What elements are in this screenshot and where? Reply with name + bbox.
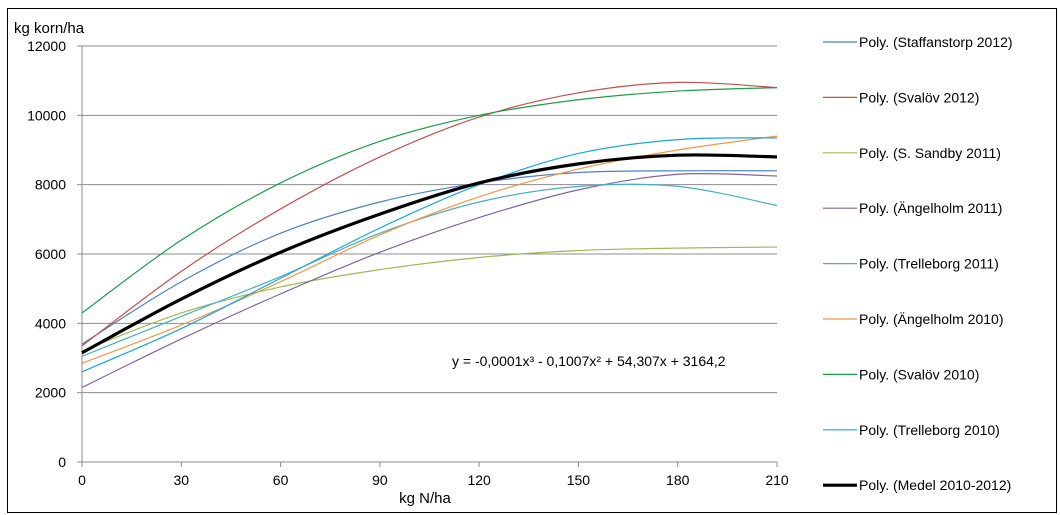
x-axis-label: kg N/ha (399, 490, 451, 507)
y-tick-label: 8000 (35, 177, 66, 193)
y-tick-label: 10000 (27, 107, 66, 123)
legend-label: Poly. (Trelleborg 2010) (859, 422, 1000, 438)
gridlines (82, 45, 777, 394)
legend-item: Poly. (Trelleborg 2010) (823, 422, 1000, 438)
legend-label: Poly. (S. Sandby 2011) (859, 145, 1001, 161)
x-tick-label: 30 (173, 472, 189, 488)
legend-item: Poly. (Medel 2010-2012) (823, 477, 1011, 493)
legend-item: Poly. (Svalöv 2010) (823, 366, 979, 382)
legend-label: Poly. (Staffanstorp 2012) (859, 34, 1013, 50)
legend-item: Poly. (Staffanstorp 2012) (823, 34, 1013, 50)
axes: 0 2000 4000 6000 8000 10000 12000 0 30 60 90 120 150… (27, 38, 789, 488)
series-line (81, 183, 778, 357)
series-line (81, 87, 778, 314)
trendline-equation: y = -0,0001x³ - 0,1007x² + 54,307x + 316… (452, 353, 726, 369)
legend-label: Poly. (Trelleborg 2011) (859, 256, 999, 272)
series-line (81, 172, 778, 389)
x-tick-label: 90 (372, 472, 388, 488)
legend-item: Poly. (Ängelholm 2011) (823, 200, 1002, 216)
y-tick-label: 12000 (27, 38, 66, 54)
legend-item: Poly. (Ängelholm 2010) (823, 311, 1003, 327)
legend-label: Poly. (Medel 2010-2012) (859, 477, 1011, 493)
legend-item: Poly. (Svalöv 2012) (823, 89, 979, 105)
legend-label: Poly. (Svalöv 2010) (859, 366, 979, 382)
series-line (81, 246, 778, 352)
y-axis-label: kg korn/ha (14, 20, 85, 37)
x-tick-label: 150 (567, 472, 591, 488)
series-line (81, 135, 778, 364)
series-line (81, 137, 778, 373)
y-tick-label: 4000 (35, 315, 66, 331)
legend-item: Poly. (S. Sandby 2011) (823, 145, 1001, 161)
legend: Poly. (Staffanstorp 2012) Poly. (Svalöv 2… (823, 34, 1013, 493)
legend-item: Poly. (Trelleborg 2011) (823, 256, 999, 272)
x-tick-label: 180 (666, 472, 690, 488)
series-line (81, 81, 778, 347)
series-line (81, 170, 778, 345)
chart-frame (7, 8, 1057, 513)
legend-label: Poly. (Ängelholm 2011) (859, 200, 1002, 216)
series-lines (81, 81, 778, 389)
y-tick-label: 0 (58, 454, 66, 470)
x-tick-label: 210 (765, 472, 789, 488)
x-tick-label: 60 (273, 472, 289, 488)
y-tick-label: 2000 (35, 385, 66, 401)
x-tick-label: 120 (467, 472, 491, 488)
y-tick-label: 6000 (35, 246, 66, 262)
series-line (81, 153, 778, 355)
legend-label: Poly. (Svalöv 2012) (859, 89, 979, 105)
legend-label: Poly. (Ängelholm 2010) (859, 311, 1003, 327)
x-tick-label: 0 (78, 472, 86, 488)
